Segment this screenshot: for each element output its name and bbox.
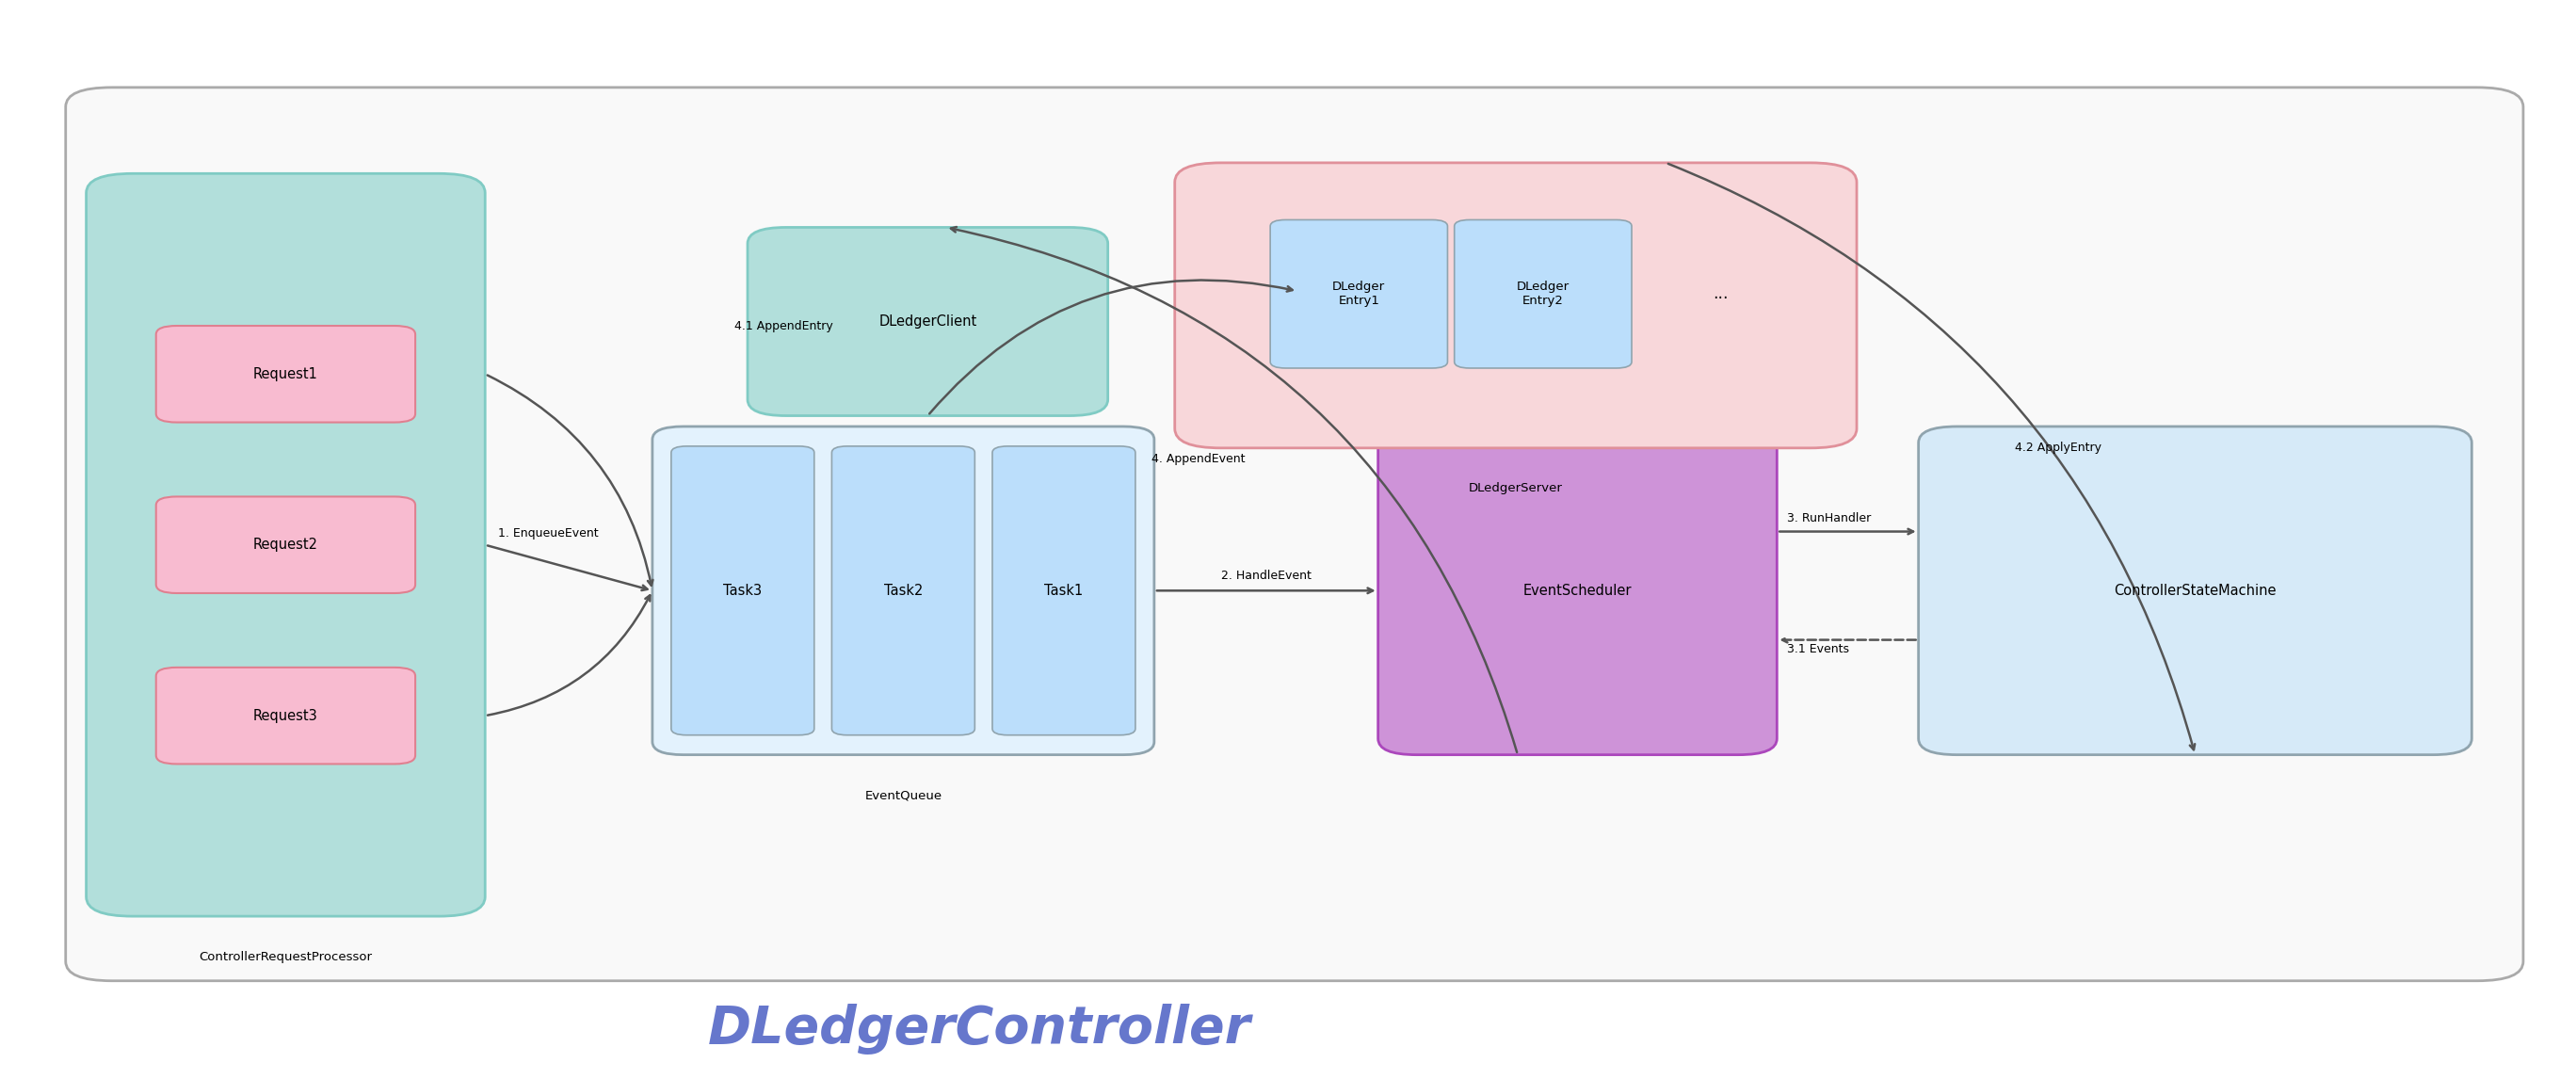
Text: 1. EnqueueEvent: 1. EnqueueEvent: [497, 528, 598, 540]
Text: Request3: Request3: [252, 709, 317, 723]
FancyBboxPatch shape: [1378, 426, 1777, 755]
FancyBboxPatch shape: [747, 228, 1108, 415]
Text: Task1: Task1: [1043, 584, 1084, 598]
Text: 3.1 Events: 3.1 Events: [1788, 643, 1850, 655]
Text: 3. RunHandler: 3. RunHandler: [1788, 511, 1870, 524]
FancyBboxPatch shape: [157, 668, 415, 764]
FancyBboxPatch shape: [64, 87, 2524, 981]
Text: DLedger
Entry2: DLedger Entry2: [1517, 281, 1569, 308]
FancyBboxPatch shape: [652, 426, 1154, 755]
FancyBboxPatch shape: [832, 447, 974, 735]
Text: ...: ...: [1713, 286, 1728, 302]
FancyBboxPatch shape: [1270, 220, 1448, 368]
FancyBboxPatch shape: [1919, 426, 2473, 755]
FancyBboxPatch shape: [85, 174, 484, 916]
FancyBboxPatch shape: [157, 496, 415, 593]
Text: EventQueue: EventQueue: [866, 789, 943, 802]
FancyBboxPatch shape: [672, 447, 814, 735]
Text: 4. AppendEvent: 4. AppendEvent: [1151, 453, 1244, 465]
FancyBboxPatch shape: [992, 447, 1136, 735]
Text: ControllerStateMachine: ControllerStateMachine: [2115, 584, 2277, 598]
FancyBboxPatch shape: [1175, 163, 1857, 448]
Text: 4.2 ApplyEntry: 4.2 ApplyEntry: [2014, 442, 2102, 454]
Text: DLedger
Entry1: DLedger Entry1: [1332, 281, 1386, 308]
Text: 2. HandleEvent: 2. HandleEvent: [1221, 570, 1311, 582]
FancyBboxPatch shape: [1455, 220, 1631, 368]
Text: DLedgerClient: DLedgerClient: [878, 314, 976, 329]
FancyBboxPatch shape: [157, 326, 415, 422]
Text: DLedgerController: DLedgerController: [708, 1003, 1252, 1054]
Text: Task2: Task2: [884, 584, 922, 598]
Text: Request1: Request1: [252, 367, 317, 381]
Text: Task3: Task3: [724, 584, 762, 598]
Text: DLedgerServer: DLedgerServer: [1468, 482, 1564, 494]
Text: ControllerRequestProcessor: ControllerRequestProcessor: [198, 951, 374, 962]
Text: Request2: Request2: [252, 537, 319, 552]
Text: EventScheduler: EventScheduler: [1522, 584, 1631, 598]
Text: 4.1 AppendEntry: 4.1 AppendEntry: [734, 319, 835, 332]
